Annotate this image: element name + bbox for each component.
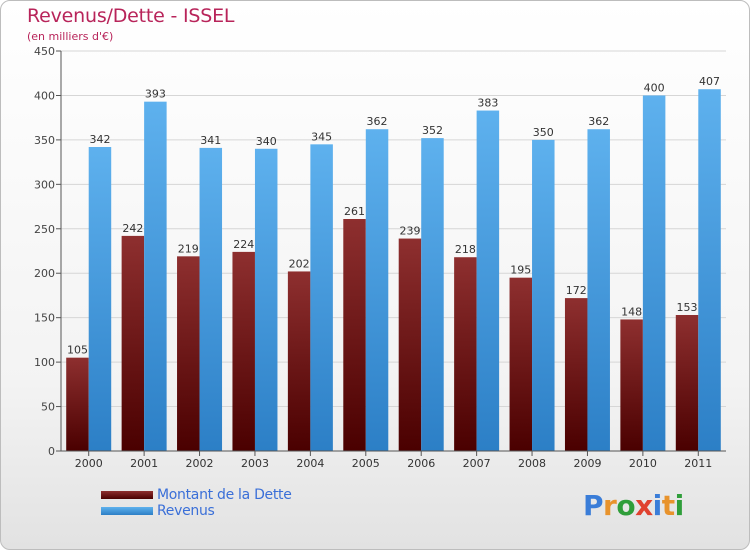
bar-revenue xyxy=(698,89,721,451)
data-label-debt: 148 xyxy=(621,305,642,318)
x-tick-label: 2000 xyxy=(75,457,103,470)
data-label-debt: 219 xyxy=(178,242,199,255)
proxiti-logo: Proxiti xyxy=(583,489,684,522)
logo-letter: x xyxy=(635,489,653,522)
legend-item-debt: Montant de la Dette xyxy=(101,487,292,503)
bar-debt xyxy=(287,271,311,451)
data-label-debt: 153 xyxy=(677,301,698,314)
y-tick-label: 300 xyxy=(34,178,55,191)
legend: Montant de la Dette Revenus xyxy=(101,487,292,519)
data-label-revenue: 407 xyxy=(699,75,720,88)
bar-debt xyxy=(564,298,588,451)
bar-revenue xyxy=(254,148,278,451)
x-tick-label: 2004 xyxy=(296,457,324,470)
y-tick-label: 450 xyxy=(34,45,55,58)
data-label-revenue: 350 xyxy=(533,126,554,139)
axes xyxy=(56,50,726,456)
y-tick-label: 150 xyxy=(34,312,55,325)
bar-revenue xyxy=(365,129,389,451)
y-tick-label: 250 xyxy=(34,223,55,236)
chart-subtitle: (en milliers d'€) xyxy=(27,30,114,43)
bar-debt xyxy=(509,277,533,451)
bar-revenue xyxy=(88,147,112,451)
x-tick-label: 2007 xyxy=(463,457,491,470)
data-label-revenue: 400 xyxy=(644,81,665,94)
y-tick-label: 50 xyxy=(41,401,55,414)
y-tick-label: 400 xyxy=(34,89,55,102)
bar-debt xyxy=(620,319,643,451)
data-label-debt: 239 xyxy=(399,225,420,238)
bar-revenue xyxy=(199,147,223,451)
data-label-revenue: 352 xyxy=(422,124,443,137)
bar-debt xyxy=(232,251,255,451)
bar-revenue xyxy=(532,139,555,451)
bar-revenue xyxy=(587,129,610,451)
bar-debt xyxy=(177,256,200,451)
data-label-debt: 242 xyxy=(122,222,143,235)
bar-debt xyxy=(675,315,699,451)
data-label-debt: 202 xyxy=(289,257,310,270)
bar-revenue xyxy=(310,144,333,452)
data-label-revenue: 345 xyxy=(311,130,332,143)
legend-swatch-revenue xyxy=(101,507,153,515)
data-label-revenue: 383 xyxy=(477,97,498,110)
labels: 0 50 100 150 200 250 300 350 400 450 105 342 2000 242… xyxy=(34,45,720,470)
data-label-debt: 105 xyxy=(67,344,88,357)
x-tick-label: 2009 xyxy=(573,457,601,470)
logo-letter: t xyxy=(661,489,675,522)
x-tick-label: 2010 xyxy=(629,457,657,470)
x-tick-label: 2002 xyxy=(186,457,214,470)
data-label-revenue: 341 xyxy=(200,134,221,147)
data-label-debt: 218 xyxy=(455,243,476,256)
y-tick-label: 0 xyxy=(48,445,55,458)
data-label-debt: 261 xyxy=(344,205,365,218)
data-label-revenue: 362 xyxy=(588,115,609,128)
data-label-debt: 195 xyxy=(510,264,531,277)
x-tick-label: 2003 xyxy=(241,457,269,470)
logo-letter: P xyxy=(583,489,604,522)
data-label-revenue: 393 xyxy=(145,88,166,101)
y-tick-label: 100 xyxy=(34,356,55,369)
chart-title: Revenus/Dette - ISSEL xyxy=(27,5,235,27)
y-tick-label: 200 xyxy=(34,267,55,280)
x-tick-label: 2006 xyxy=(407,457,435,470)
bars xyxy=(66,89,721,452)
legend-swatch-debt xyxy=(101,491,153,499)
data-label-debt: 172 xyxy=(566,284,587,297)
x-tick-label: 2008 xyxy=(518,457,546,470)
legend-label-debt: Montant de la Dette xyxy=(157,487,292,503)
data-label-revenue: 340 xyxy=(256,135,277,148)
bar-revenue xyxy=(421,138,444,451)
legend-label-revenue: Revenus xyxy=(157,503,215,519)
bar-debt xyxy=(121,235,145,451)
x-tick-label: 2005 xyxy=(352,457,380,470)
logo-letter: r xyxy=(603,489,617,522)
logo-letter: i xyxy=(652,489,663,522)
data-label-revenue: 342 xyxy=(89,133,110,146)
bar-debt xyxy=(343,219,366,451)
logo-letter: o xyxy=(616,489,636,522)
data-label-debt: 224 xyxy=(233,238,254,251)
logo-letter: i xyxy=(674,489,685,522)
bar-revenue xyxy=(476,110,500,452)
bar-revenue xyxy=(144,101,167,452)
x-tick-label: 2001 xyxy=(130,457,158,470)
data-label-revenue: 362 xyxy=(367,115,388,128)
legend-item-revenue: Revenus xyxy=(101,503,292,519)
bar-debt xyxy=(454,257,477,451)
bar-debt xyxy=(66,357,89,451)
bar-revenue xyxy=(642,95,666,451)
y-tick-label: 350 xyxy=(34,134,55,147)
x-tick-label: 2011 xyxy=(684,457,712,470)
bar-debt xyxy=(398,238,422,451)
grid-lines xyxy=(61,50,726,452)
